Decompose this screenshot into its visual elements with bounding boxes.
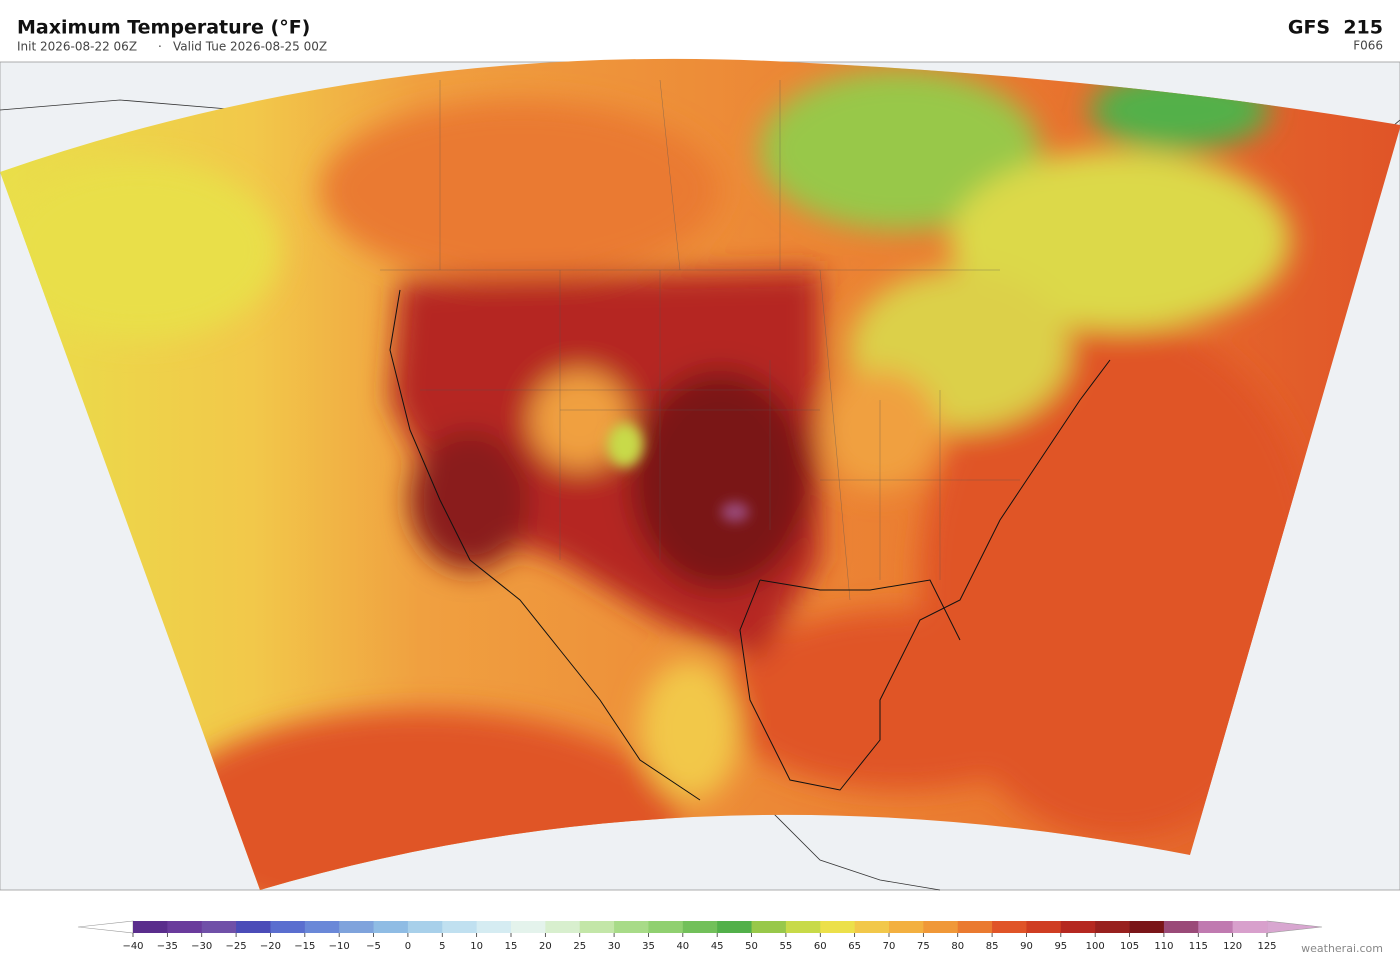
colorbar-bin <box>511 921 546 933</box>
colorbar-bin <box>751 921 787 933</box>
colorbar-bin <box>785 921 821 933</box>
colorbar-over <box>1266 920 1323 934</box>
credit: weatherai.com <box>1301 942 1383 955</box>
colorbar-tick-label: 45 <box>711 941 724 952</box>
colorbar-tick-label: 105 <box>1120 941 1139 952</box>
colorbar-tick-label: 85 <box>986 941 999 952</box>
colorbar-bin <box>1095 921 1130 933</box>
colorbar-bin <box>167 921 203 933</box>
colorbar-tick-label: −10 <box>329 941 350 952</box>
colorbar-bin <box>992 921 1027 933</box>
title: Maximum Temperature (°F) <box>17 17 310 39</box>
colorbar-tick-label: 80 <box>951 941 964 952</box>
colorbar-tick-label: 100 <box>1086 941 1105 952</box>
colorbar-tick-label: 90 <box>1020 941 1033 952</box>
colorbar-bin <box>717 921 752 933</box>
colorbar-tick-label: −40 <box>122 941 143 952</box>
colorbar: −40 −35 −30 −25 −20 −15 −10 −5 0 5 10 15 20 25 30 35 40 4… <box>77 920 1323 952</box>
colorbar-bin <box>373 921 409 933</box>
colorbar-tick-label: 60 <box>814 941 827 952</box>
colorbar-bin <box>889 921 924 933</box>
colorbar-tick-label: 75 <box>917 941 930 952</box>
colorbar-bin <box>1198 921 1234 933</box>
colorbar-tick-label: −20 <box>260 941 281 952</box>
colorbar-tick-label: 55 <box>780 941 793 952</box>
colorbar-tick-label: 70 <box>883 941 896 952</box>
colorbar-bin <box>442 921 478 933</box>
colorbar-bin <box>854 921 890 933</box>
colorbar-tick-label: 0 <box>405 941 411 952</box>
colorbar-tick-label: 65 <box>848 941 861 952</box>
colorbar-tick-label: 5 <box>439 941 445 952</box>
colorbar-bin <box>1232 921 1268 933</box>
colorbar-tick-label: 35 <box>642 941 655 952</box>
colorbar-bin <box>820 921 856 933</box>
colorbar-tick-label: 20 <box>539 941 552 952</box>
colorbar-bin <box>545 921 581 933</box>
colorbar-bin <box>1129 921 1165 933</box>
colorbar-tick-label: −30 <box>191 941 212 952</box>
colorbar-tick-label: 110 <box>1154 941 1173 952</box>
colorbar-tick-label: −35 <box>157 941 178 952</box>
colorbar-bin <box>1163 921 1199 933</box>
map <box>0 58 1400 891</box>
colorbar-tick-label: 40 <box>676 941 689 952</box>
colorbar-tick-label: 15 <box>505 941 518 952</box>
forecast-hour: F066 <box>1353 39 1383 53</box>
colorbar-bin <box>1026 921 1062 933</box>
model-name: GFS 215 <box>1288 17 1383 39</box>
colorbar-bin <box>614 921 649 933</box>
colorbar-bin <box>682 921 718 933</box>
colorbar-bin <box>1060 921 1096 933</box>
colorbar-tick-label: 30 <box>608 941 621 952</box>
init-time: Init 2026-08-22 06Z <box>17 40 137 54</box>
colorbar-bin <box>304 921 340 933</box>
colorbar-tick-label: 120 <box>1223 941 1242 952</box>
colorbar-tick-label: 115 <box>1189 941 1208 952</box>
colorbar-bin <box>648 921 684 933</box>
colorbar-bin <box>923 921 959 933</box>
colorbar-bin <box>270 921 306 933</box>
colorbar-tick-label: −25 <box>226 941 247 952</box>
colorbar-tick-label: 10 <box>470 941 483 952</box>
colorbar-tick-label: 50 <box>745 941 758 952</box>
colorbar-tick-label: 95 <box>1054 941 1067 952</box>
colorbar-bin <box>236 921 271 933</box>
colorbar-tick-label: −15 <box>294 941 315 952</box>
colorbar-tick-label: −5 <box>366 941 381 952</box>
colorbar-tick-label: 25 <box>573 941 586 952</box>
colorbar-bin <box>957 921 993 933</box>
separator: · <box>158 40 162 54</box>
colorbar-under <box>77 920 134 934</box>
valid-time: Valid Tue 2026-08-25 00Z <box>173 40 327 54</box>
colorbar-tick-label: 125 <box>1257 941 1276 952</box>
colorbar-bin <box>339 921 374 933</box>
colorbar-bin <box>579 921 615 933</box>
colorbar-bin <box>407 921 443 933</box>
colorbar-bin <box>476 921 512 933</box>
colorbar-bin <box>201 921 237 933</box>
colorbar-bin <box>133 921 168 933</box>
